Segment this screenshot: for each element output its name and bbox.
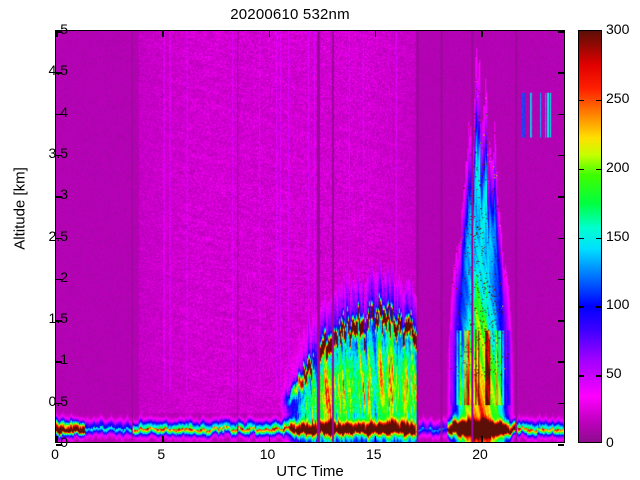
x-tick [268, 436, 270, 442]
x-tick-label: 20 [472, 446, 488, 462]
x-tick-top [268, 31, 270, 37]
y-tick-right [558, 196, 564, 198]
y-tick-label: 3.5 [48, 144, 68, 161]
colorbar-tick-label: 300 [606, 21, 630, 37]
y-tick-label: 3 [60, 186, 68, 203]
y-tick [56, 113, 62, 116]
x-tick-top [481, 31, 483, 37]
y-tick-right [558, 444, 564, 446]
x-axis-title: UTC Time [276, 463, 344, 480]
y-tick [56, 31, 62, 33]
y-tick-right [558, 113, 564, 116]
y-tick-label: 4.5 [48, 62, 68, 79]
colorbar-tick-label: 150 [606, 227, 630, 244]
y-tick [56, 196, 62, 198]
plot-area[interactable] [55, 30, 565, 446]
y-tick-label: 1 [60, 351, 68, 368]
colorbar-tick [579, 306, 584, 308]
x-tick [374, 436, 377, 442]
y-tick-label: 1.5 [48, 310, 68, 327]
y-tick [56, 402, 62, 405]
colorbar-tick [596, 99, 601, 102]
y-tick-label: 0.5 [48, 392, 68, 409]
x-tick [481, 436, 483, 442]
colorbar-tick [579, 375, 584, 377]
x-tick-label: 10 [259, 446, 276, 462]
y-tick [56, 361, 62, 363]
heatmap-canvas [56, 31, 564, 442]
colorbar-tick [579, 237, 584, 239]
y-tick-label: 2.5 [48, 227, 68, 244]
colorbar-tick-label: 50 [606, 365, 622, 382]
colorbar-tick-label: 0 [606, 434, 614, 450]
y-tick [56, 72, 62, 74]
y-tick-label: 4 [60, 103, 68, 120]
y-tick-label: 0 [60, 434, 68, 450]
y-tick-right [558, 154, 564, 157]
x-tick-top [162, 31, 164, 37]
y-tick [56, 444, 62, 446]
colorbar-tick [596, 237, 601, 239]
y-tick-right [558, 72, 564, 74]
y-tick-label: 2 [60, 268, 68, 285]
colorbar-tick-label: 100 [606, 296, 630, 313]
y-tick [56, 154, 62, 157]
page-title: 20200610 532nm [230, 6, 350, 23]
y-tick-right [558, 402, 564, 405]
x-tick-top [56, 31, 58, 37]
colorbar-gradient [579, 31, 601, 442]
colorbar[interactable] [578, 30, 602, 443]
y-tick-right [558, 237, 564, 239]
y-tick-right [558, 361, 564, 363]
colorbar-tick [596, 375, 601, 377]
colorbar-tick-label: 200 [606, 158, 630, 175]
y-tick [56, 237, 62, 239]
x-tick [162, 436, 164, 442]
y-tick [56, 320, 62, 322]
colorbar-tick [579, 168, 584, 171]
y-tick-label: 5 [60, 21, 68, 37]
x-tick-label: 0 [51, 446, 59, 462]
y-tick [56, 278, 62, 281]
colorbar-tick [596, 306, 601, 308]
x-tick-label: 15 [365, 446, 382, 462]
x-tick-label: 5 [157, 446, 166, 462]
y-tick-right [558, 31, 564, 33]
x-tick [56, 436, 58, 442]
y-axis-title: Altitude [km] [11, 167, 29, 250]
y-tick-right [558, 278, 564, 281]
colorbar-tick-label: 250 [606, 89, 630, 106]
colorbar-tick [579, 99, 584, 102]
y-tick-right [558, 320, 564, 322]
x-tick-top [374, 31, 377, 37]
colorbar-tick [596, 168, 601, 171]
